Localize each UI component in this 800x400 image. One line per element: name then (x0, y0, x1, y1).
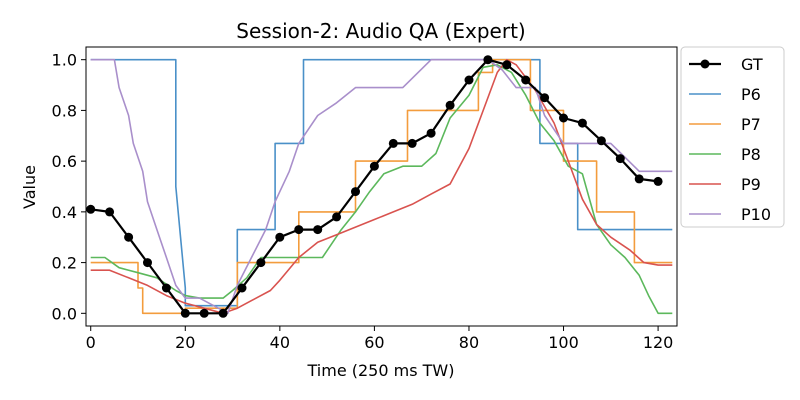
data-point-gt (313, 225, 323, 235)
legend-label-p10: P10 (741, 205, 771, 224)
x-axis-label: Time (250 ms TW) (307, 361, 455, 380)
legend-marker-gt (700, 59, 710, 69)
data-point-gt (275, 232, 285, 242)
data-point-gt (464, 75, 474, 85)
x-tick-label: 40 (270, 333, 290, 352)
y-tick-label: 0.2 (52, 254, 77, 273)
data-point-gt (294, 225, 304, 235)
y-axis: 0.0 0.2 0.4 0.6 0.8 1.0 (52, 51, 86, 323)
data-point-gt (634, 174, 644, 184)
plot-frame (85, 46, 678, 327)
data-point-gt (559, 113, 568, 123)
legend-box (680, 46, 785, 228)
x-axis: 0 20 40 60 80 100 120 (86, 326, 674, 352)
data-point-gt (615, 154, 625, 164)
data-point-gt (218, 308, 228, 318)
series-line-p9 (90, 58, 673, 315)
y-tick-label: 0.4 (52, 203, 77, 222)
data-point-gt (256, 258, 266, 268)
data-point-gt (445, 100, 455, 110)
data-point-gt (86, 204, 96, 214)
y-tick-label: 1.0 (52, 51, 77, 70)
data-point-gt (426, 128, 436, 138)
y-tick-label: 0.0 (52, 304, 77, 323)
data-point-gt (653, 176, 663, 186)
x-tick-label: 120 (643, 333, 674, 352)
x-tick-label: 20 (175, 333, 195, 352)
plot-area (86, 55, 673, 318)
x-tick-label: 80 (459, 333, 479, 352)
data-point-gt (483, 55, 493, 65)
y-tick-label: 0.8 (52, 101, 77, 120)
data-point-gt (332, 212, 342, 222)
chart-title: Session-2: Audio QA (Expert) (236, 19, 525, 43)
data-point-gt (407, 138, 417, 148)
data-point-gt (577, 118, 587, 128)
y-axis-label: Value (20, 165, 39, 209)
legend-label-p9: P9 (741, 175, 761, 194)
data-point-gt (540, 93, 550, 103)
data-point-gt (351, 187, 360, 197)
x-tick-label: 100 (548, 333, 579, 352)
series-line-p10 (90, 58, 673, 315)
legend-label-gt: GT (741, 55, 763, 74)
data-point-gt (161, 283, 171, 293)
data-point-gt (105, 207, 115, 217)
data-point-gt (596, 136, 606, 146)
series-line-p7 (90, 58, 673, 315)
legend-label-p8: P8 (741, 145, 761, 164)
legend-label-p6: P6 (741, 85, 761, 104)
legend: GT P6 P7 P8 P9 P10 (680, 46, 785, 228)
data-point-gt (143, 258, 152, 268)
data-point-gt (199, 308, 209, 318)
data-point-gt (502, 60, 512, 70)
y-tick-label: 0.6 (52, 152, 77, 171)
data-point-gt (388, 138, 398, 148)
data-point-gt (237, 283, 247, 293)
legend-label-p7: P7 (741, 115, 761, 134)
series-line-p8 (90, 64, 673, 315)
data-point-gt (369, 161, 379, 171)
series-line-p6 (90, 58, 673, 307)
data-point-gt (521, 75, 531, 85)
x-tick-label: 0 (86, 333, 96, 352)
x-tick-label: 60 (364, 333, 384, 352)
data-point-gt (124, 232, 134, 242)
data-point-gt (180, 308, 190, 318)
